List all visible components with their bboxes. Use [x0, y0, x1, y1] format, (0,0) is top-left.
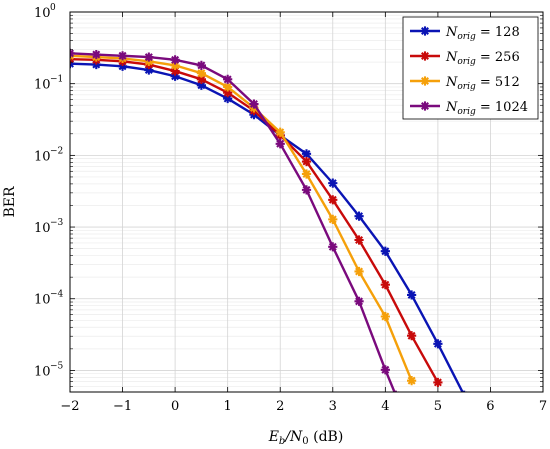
- legend-label: Norig = 1024: [445, 100, 528, 117]
- data-point: [144, 65, 154, 75]
- y-tick-base: 10: [34, 293, 51, 308]
- x-tick-label: 0: [171, 399, 179, 414]
- series-4: [70, 48, 400, 392]
- data-point: [407, 376, 417, 386]
- x-tick-label: 1: [224, 399, 232, 414]
- y-tick-base: 10: [34, 149, 51, 164]
- legend-entry: Norig = 1024: [410, 100, 528, 117]
- data-point: [170, 66, 180, 76]
- legend-marker: [420, 51, 430, 61]
- x-tick-label: 4: [381, 399, 389, 414]
- data-point: [117, 51, 128, 61]
- y-tick-label: 10 −3: [34, 218, 64, 236]
- data-point: [91, 59, 101, 70]
- data-point: [354, 296, 364, 306]
- data-point: [328, 178, 338, 188]
- y-axis-label: BER: [2, 186, 18, 218]
- data-point: [275, 127, 285, 137]
- data-point: [196, 68, 206, 78]
- y-tick-label: 10 −5: [34, 361, 64, 379]
- data-point: [117, 61, 128, 71]
- y-tick-label: 10 −4: [34, 290, 64, 308]
- legend-label: Norig = 128: [445, 25, 520, 42]
- y-tick-base: 10: [34, 221, 51, 236]
- legend-marker: [420, 101, 430, 111]
- data-point: [301, 169, 312, 179]
- y-tick-base: 10: [34, 364, 51, 379]
- data-point: [249, 99, 259, 109]
- y-tick-label: 10 −1: [34, 75, 63, 93]
- data-point: [328, 214, 338, 224]
- y-tick-label: 10 0: [34, 3, 56, 21]
- data-point: [380, 365, 390, 375]
- y-tick-exponent: −4: [50, 290, 64, 300]
- data-point: [433, 339, 443, 349]
- data-point: [170, 55, 180, 65]
- data-point: [301, 156, 312, 167]
- data-point: [407, 290, 417, 300]
- data-point: [196, 60, 206, 70]
- y-tick-label: 10 −2: [34, 146, 63, 164]
- data-point: [354, 211, 364, 221]
- plot-frame: [69, 11, 544, 393]
- data-point: [170, 60, 180, 70]
- data-point: [144, 52, 154, 62]
- y-tick-exponent: 0: [50, 3, 56, 13]
- x-tick-label: 6: [486, 399, 494, 414]
- x-tick-labels: −2 −1 0 1 2 3 4 5 6 7: [60, 399, 547, 414]
- legend-label: Norig = 512: [445, 75, 520, 92]
- data-point: [328, 242, 338, 252]
- legend-label: Norig = 256: [445, 50, 520, 67]
- x-tick-label: −1: [113, 399, 132, 414]
- series-line: [70, 52, 396, 392]
- data-point: [354, 235, 364, 245]
- ticks: [69, 11, 544, 392]
- x-tick-label: 2: [276, 399, 284, 414]
- data-point: [433, 377, 443, 388]
- data-point: [407, 331, 417, 341]
- data-point: [196, 74, 206, 84]
- data-point: [223, 88, 233, 98]
- y-tick-exponent: −1: [50, 75, 63, 85]
- legend: Norig = 128 Norig = 256 Norig = 512 Norig =…: [402, 16, 539, 120]
- data-point: [91, 49, 101, 60]
- data-point: [223, 74, 233, 84]
- legend-marker: [420, 26, 430, 36]
- y-tick-base: 10: [34, 6, 51, 21]
- legend-entry: Norig = 256: [410, 50, 520, 67]
- data-point: [328, 195, 338, 205]
- data-point: [380, 246, 390, 256]
- y-tick-exponent: −5: [50, 361, 64, 371]
- x-tick-label: −2: [60, 399, 79, 414]
- x-tick-label: 5: [434, 399, 442, 414]
- legend-entry: Norig = 512: [410, 75, 520, 92]
- data-point: [301, 185, 312, 195]
- data-point: [170, 71, 180, 81]
- y-tick-base: 10: [34, 78, 51, 93]
- data-point: [301, 149, 312, 159]
- y-tick-exponent: −2: [50, 146, 63, 156]
- x-axis-label: Eb/N0 (dB): [268, 429, 344, 447]
- legend-marker: [420, 76, 430, 86]
- data-point: [275, 139, 285, 149]
- y-tick-exponent: −3: [50, 218, 64, 228]
- x-tick-label: 3: [329, 399, 337, 414]
- x-tick-label: 7: [539, 399, 547, 414]
- data-point: [223, 82, 233, 92]
- data-point: [380, 311, 390, 322]
- data-point: [223, 93, 233, 104]
- data-point: [354, 266, 364, 277]
- data-point: [196, 80, 206, 90]
- data-point: [380, 280, 390, 290]
- series-layer: [70, 48, 468, 392]
- legend-entry: Norig = 128: [410, 25, 520, 42]
